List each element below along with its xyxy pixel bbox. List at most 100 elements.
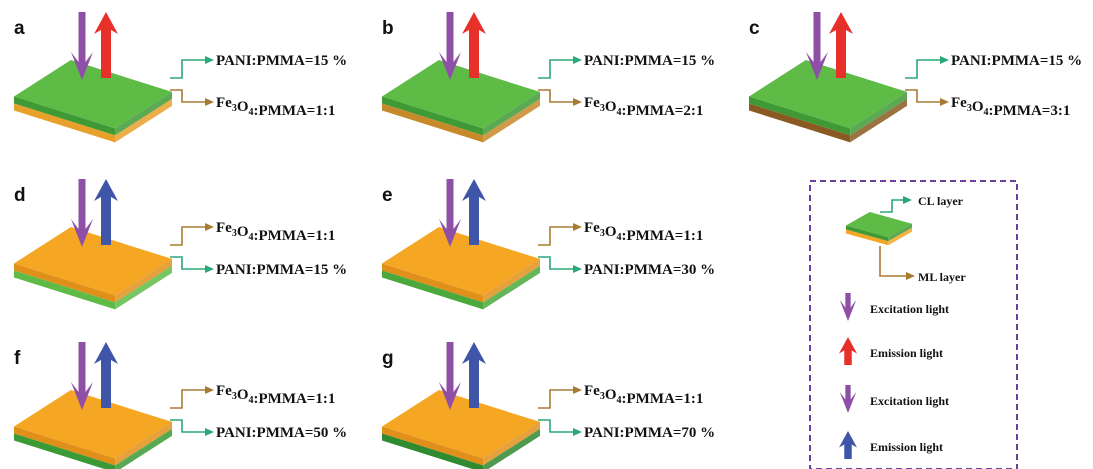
emission-arrow-e-icon xyxy=(462,179,486,245)
legend-items: Excitation light Emission light Excitation… xyxy=(839,293,949,459)
slab-f-lower-left-face xyxy=(14,433,116,469)
leader-lower-b xyxy=(538,89,574,103)
leader-lower-f xyxy=(170,419,206,433)
panel-f: f Fe3O4:PMMA=1:1 PANI:PMMA=50 % xyxy=(14,342,347,469)
panel-label-e: e xyxy=(382,185,393,206)
slab-e-lower-right-face xyxy=(483,265,540,310)
panel-g: g Fe3O4:PMMA=1:1 PANI:PMMA=70 % xyxy=(382,342,715,469)
panel-label-f: f xyxy=(14,348,21,369)
excitation-arrow-c-icon xyxy=(806,12,828,80)
emission-arrow-c-icon xyxy=(829,12,853,78)
slab-e-upper-left-face xyxy=(382,263,484,303)
slab-a-lower-left-face xyxy=(14,103,116,143)
panel-c: c PANI:PMMA=15 % Fe3O4:PMMA=3:1 xyxy=(749,12,1082,143)
emission-arrow-b-icon xyxy=(462,12,486,78)
emission-arrow-d-icon xyxy=(94,179,118,245)
leader-upper-f-head xyxy=(205,386,214,394)
legend-arrow-down-0-icon xyxy=(839,293,857,321)
slab-e-top xyxy=(382,227,540,296)
leader-lower-e xyxy=(538,256,574,270)
legend-item-label-2: Excitation light xyxy=(870,394,949,408)
leader-lower-d xyxy=(170,256,206,270)
slab-a-lower-right-face xyxy=(115,98,172,143)
panel-d: d Fe3O4:PMMA=1:1 PANI:PMMA=15 % xyxy=(14,179,347,310)
legend-slab-top xyxy=(846,212,912,238)
slab-d-upper-right-face xyxy=(115,258,172,303)
lower-label-e: PANI:PMMA=30 % xyxy=(584,262,715,278)
legend-item-2: Excitation light xyxy=(839,385,949,413)
leader-lower-e-head xyxy=(573,265,582,273)
legend-ml-leader-head xyxy=(906,272,915,280)
panel-label-b: b xyxy=(382,18,394,39)
upper-label-f: Fe3O4:PMMA=1:1 xyxy=(216,383,335,407)
slab-d-top xyxy=(14,227,172,296)
leader-upper-d xyxy=(170,226,206,246)
lower-label-d: PANI:PMMA=15 % xyxy=(216,262,347,278)
leader-upper-g xyxy=(538,389,574,409)
panel-a: a PANI:PMMA=15 % Fe3O4:PMMA=1:1 xyxy=(14,12,347,143)
leader-lower-c xyxy=(905,89,941,103)
legend-item-label-0: Excitation light xyxy=(870,302,949,316)
panel-label-c: c xyxy=(749,18,760,39)
slab-g-upper-right-face xyxy=(483,421,540,466)
slab-g-lower-left-face xyxy=(382,433,484,469)
leader-upper-a xyxy=(170,59,206,79)
legend-item-0: Excitation light xyxy=(839,293,949,321)
leader-lower-b-head xyxy=(573,98,582,106)
slab-g-upper-left-face xyxy=(382,426,484,466)
lower-label-c: Fe3O4:PMMA=3:1 xyxy=(951,95,1070,119)
panel-label-d: d xyxy=(14,185,26,206)
lower-label-b: Fe3O4:PMMA=2:1 xyxy=(584,95,703,119)
leader-upper-f xyxy=(170,389,206,409)
excitation-arrow-b-icon xyxy=(439,12,461,80)
legend-cl-leader xyxy=(880,199,904,213)
slab-f-upper-left-face xyxy=(14,426,116,466)
slab-d-lower-right-face xyxy=(115,265,172,310)
upper-label-a: PANI:PMMA=15 % xyxy=(216,53,347,69)
slab-f-lower-right-face xyxy=(115,428,172,469)
leader-upper-e xyxy=(538,226,574,246)
legend-arrow-down-2-icon xyxy=(839,385,857,413)
panels-group: a PANI:PMMA=15 % Fe3O4:PMMA=1:1 b PANI:PMMA=… xyxy=(14,12,1082,469)
leader-upper-b xyxy=(538,59,574,79)
slab-a-upper-right-face xyxy=(115,91,172,136)
legend-cl-leader-head xyxy=(903,196,912,204)
excitation-arrow-a-icon xyxy=(71,12,93,80)
slab-c-lower-right-face xyxy=(850,98,907,143)
lower-label-a: Fe3O4:PMMA=1:1 xyxy=(216,95,335,119)
leader-upper-g-head xyxy=(573,386,582,394)
leader-lower-f-head xyxy=(205,428,214,436)
leader-upper-b-head xyxy=(573,56,582,64)
leader-upper-d-head xyxy=(205,223,214,231)
legend-border xyxy=(809,180,1018,469)
slab-b-upper-left-face xyxy=(382,96,484,136)
leader-upper-c xyxy=(905,59,941,79)
legend-ml-leader xyxy=(879,246,910,277)
legend-layer-block xyxy=(846,196,915,280)
upper-label-c: PANI:PMMA=15 % xyxy=(951,53,1082,69)
legend-item-label-3: Emission light xyxy=(870,440,943,454)
emission-arrow-g-icon xyxy=(462,342,486,408)
slab-f-top xyxy=(14,390,172,459)
slab-c-upper-right-face xyxy=(850,91,907,136)
slab-e-upper-right-face xyxy=(483,258,540,303)
emission-arrow-f-icon xyxy=(94,342,118,408)
leader-upper-c-head xyxy=(940,56,949,64)
lower-label-g: PANI:PMMA=70 % xyxy=(584,425,715,441)
slab-c-lower-left-face xyxy=(749,103,851,143)
slab-c-upper-left-face xyxy=(749,96,851,136)
leader-lower-c-head xyxy=(940,98,949,106)
upper-label-b: PANI:PMMA=15 % xyxy=(584,53,715,69)
panel-label-g: g xyxy=(382,348,394,369)
excitation-arrow-d-icon xyxy=(71,179,93,247)
upper-label-e: Fe3O4:PMMA=1:1 xyxy=(584,220,703,244)
slab-f-upper-right-face xyxy=(115,421,172,466)
slab-e-lower-left-face xyxy=(382,270,484,310)
slab-g-top xyxy=(382,390,540,459)
slab-d-lower-left-face xyxy=(14,270,116,310)
slab-c-top xyxy=(749,60,907,129)
legend-item-label-1: Emission light xyxy=(870,346,943,360)
slab-b-top xyxy=(382,60,540,129)
upper-label-g: Fe3O4:PMMA=1:1 xyxy=(584,383,703,407)
legend-arrow-up-3-icon xyxy=(839,431,857,459)
